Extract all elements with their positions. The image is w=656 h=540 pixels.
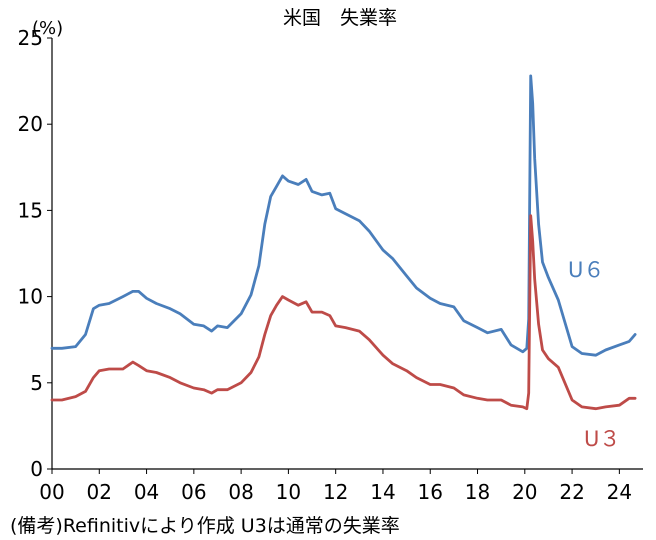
series-labels: U６ U３ — [568, 258, 620, 451]
y-tick-label: 20 — [18, 112, 43, 136]
y-tick-label: 25 — [18, 26, 43, 50]
series-label-u3: U３ — [584, 427, 620, 451]
x-axis-ticks: 00 02 04 06 08 10 12 14 16 18 20 22 24 — [39, 469, 632, 504]
x-tick-label: 22 — [559, 480, 584, 504]
y-tick-label: 5 — [30, 371, 43, 395]
y-axis-ticks: 0 5 10 15 20 25 — [18, 26, 52, 481]
x-tick-label: 02 — [87, 480, 112, 504]
y-tick-label: 15 — [18, 198, 43, 222]
x-tick-label: 14 — [370, 480, 395, 504]
axes — [51, 38, 643, 470]
chart-note: (備考)Refinitivにより作成 U3は通常の失業率 — [10, 515, 400, 537]
y-tick-label: 10 — [18, 285, 43, 309]
x-tick-label: 16 — [418, 480, 443, 504]
x-tick-label: 00 — [39, 480, 64, 504]
x-tick-label: 04 — [134, 480, 159, 504]
x-tick-label: 24 — [607, 480, 632, 504]
series-label-u6: U６ — [568, 258, 604, 282]
x-tick-label: 08 — [228, 480, 253, 504]
x-tick-label: 06 — [181, 480, 206, 504]
x-tick-label: 12 — [323, 480, 348, 504]
series-line-u3 — [50, 214, 637, 411]
x-tick-label: 18 — [465, 480, 490, 504]
x-tick-label: 10 — [276, 480, 301, 504]
series-lines — [50, 74, 637, 411]
x-tick-label: 20 — [512, 480, 537, 504]
series-line-u6 — [50, 74, 637, 357]
y-axis-unit: (%) — [32, 18, 63, 39]
y-tick-label: 0 — [30, 457, 43, 481]
chart-title: 米国 失業率 — [283, 7, 397, 29]
